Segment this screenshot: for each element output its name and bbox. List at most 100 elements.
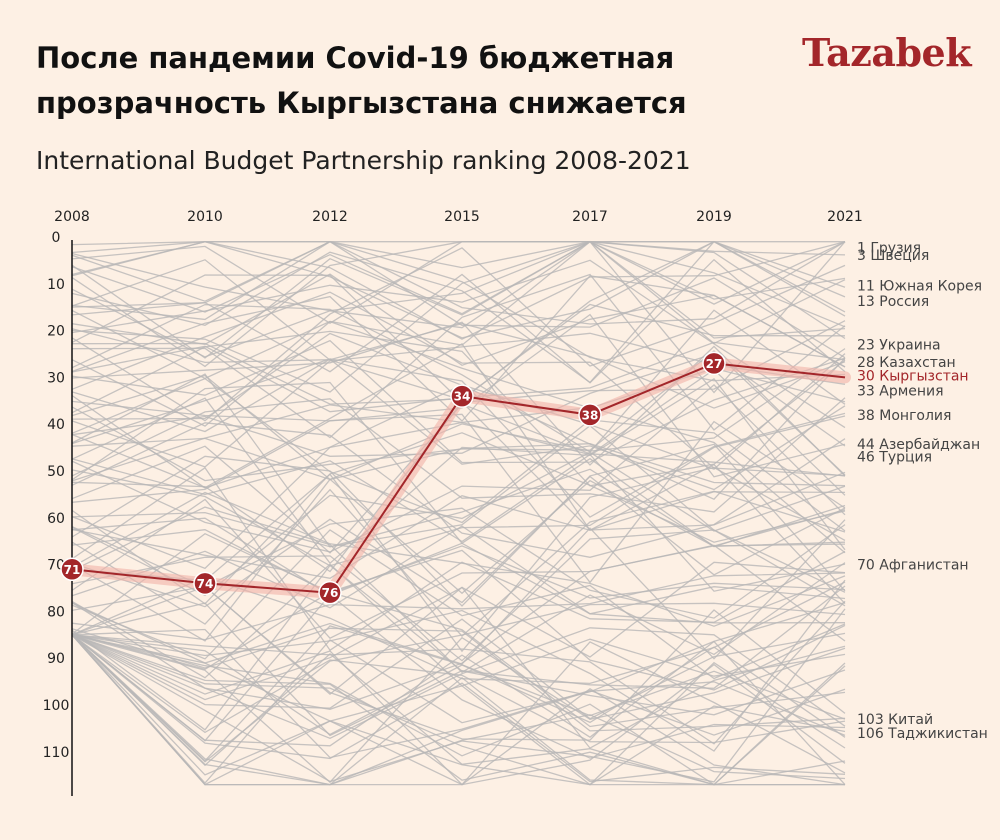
background-line <box>71 413 846 584</box>
background-line <box>71 529 846 599</box>
x-tick-label: 2008 <box>54 209 90 225</box>
background-line <box>71 634 846 783</box>
background-line <box>71 240 846 312</box>
background-line <box>71 241 846 315</box>
background-line <box>71 634 846 786</box>
background-line <box>71 421 846 592</box>
background-line <box>71 247 846 422</box>
background-line <box>71 634 846 786</box>
background-line <box>71 525 846 615</box>
x-tick-label: 2010 <box>187 209 223 225</box>
background-line <box>71 532 846 728</box>
background-line <box>71 586 846 749</box>
background-line <box>71 303 846 453</box>
background-line <box>71 451 846 597</box>
background-line <box>71 634 846 786</box>
background-line <box>71 634 846 744</box>
country-label: 70 Афганистан <box>857 558 969 574</box>
background-line <box>71 579 846 752</box>
background-line <box>71 313 846 478</box>
x-tick-label: 2019 <box>696 209 732 225</box>
country-label: 3 Швеция <box>857 248 929 264</box>
background-line <box>71 491 846 627</box>
x-tick-label: 2021 <box>827 209 863 225</box>
background-line <box>71 358 846 518</box>
country-label: 103 Китай <box>857 712 933 728</box>
y-tick-label: 80 <box>47 604 65 620</box>
background-line <box>71 322 846 409</box>
x-axis: 2008 2010 2012 2015 2017 2019 2021 <box>54 209 863 225</box>
country-label: 23 Украина <box>857 338 941 354</box>
background-line <box>71 634 846 784</box>
y-tick-label: 90 <box>47 651 65 667</box>
background-line <box>71 600 846 745</box>
country-label: 46 Турция <box>857 449 932 465</box>
country-label: 13 Россия <box>857 294 929 310</box>
background-line <box>71 422 846 558</box>
y-tick-label: 0 <box>52 230 61 246</box>
background-line <box>71 463 846 605</box>
background-line <box>71 443 846 607</box>
background-line <box>71 506 846 674</box>
background-line <box>71 529 846 680</box>
x-tick-label: 2012 <box>312 209 348 225</box>
y-tick-label: 60 <box>47 511 65 527</box>
background-line <box>71 275 846 422</box>
highlight-point <box>450 384 474 408</box>
country-label: 11 Южная Корея <box>857 278 982 294</box>
highlight-point <box>578 403 602 427</box>
highlight-point <box>702 351 726 376</box>
background-line <box>71 273 846 439</box>
background-line <box>71 397 846 513</box>
background-line <box>71 377 846 565</box>
country-label: 28 Казахстан <box>857 355 956 371</box>
background-line <box>71 241 846 382</box>
background-line <box>71 618 846 720</box>
y-tick-label: 20 <box>47 324 65 340</box>
background-line <box>71 240 846 358</box>
y-tick-label: 10 <box>47 277 65 293</box>
background-line <box>71 339 846 464</box>
country-label: 33 Армения <box>857 383 944 399</box>
background-line <box>71 475 846 608</box>
background-line <box>71 628 846 759</box>
y-tick-label: 30 <box>47 370 65 386</box>
background-line <box>71 241 846 359</box>
background-line <box>71 529 846 662</box>
highlight-point <box>60 557 84 582</box>
background-line <box>71 240 846 359</box>
country-label: 106 Таджикистан <box>857 726 988 742</box>
background-lines <box>71 240 846 786</box>
highlight-series: 71 74 76 34 38 27 <box>60 351 851 605</box>
background-line <box>71 602 846 763</box>
background-line <box>71 488 846 638</box>
highlight-point-label: 38 <box>582 408 599 422</box>
x-tick-label: 2015 <box>444 209 480 225</box>
background-line <box>71 549 846 691</box>
background-line <box>71 241 846 393</box>
background-line <box>71 466 846 652</box>
background-line <box>71 608 846 783</box>
background-line <box>71 572 846 641</box>
background-line <box>71 321 846 477</box>
background-line <box>71 634 846 786</box>
background-line <box>71 348 846 481</box>
background-line <box>71 627 846 732</box>
background-line <box>71 625 846 762</box>
highlight-point-label: 27 <box>706 357 723 371</box>
highlight-point-label: 76 <box>322 586 339 600</box>
highlight-point-label: 34 <box>454 390 471 404</box>
background-line <box>71 358 846 491</box>
background-line <box>71 377 846 532</box>
background-line <box>71 585 846 737</box>
country-label: 30 Кыргызстан <box>857 368 969 384</box>
highlight-point-label: 71 <box>64 563 81 577</box>
country-label: 44 Азербайджан <box>857 437 980 453</box>
chart-subtitle: International Budget Partnership ranking… <box>36 146 691 175</box>
y-tick-label: 110 <box>43 745 70 761</box>
background-line <box>71 259 846 429</box>
country-label: 38 Монголия <box>857 408 951 424</box>
